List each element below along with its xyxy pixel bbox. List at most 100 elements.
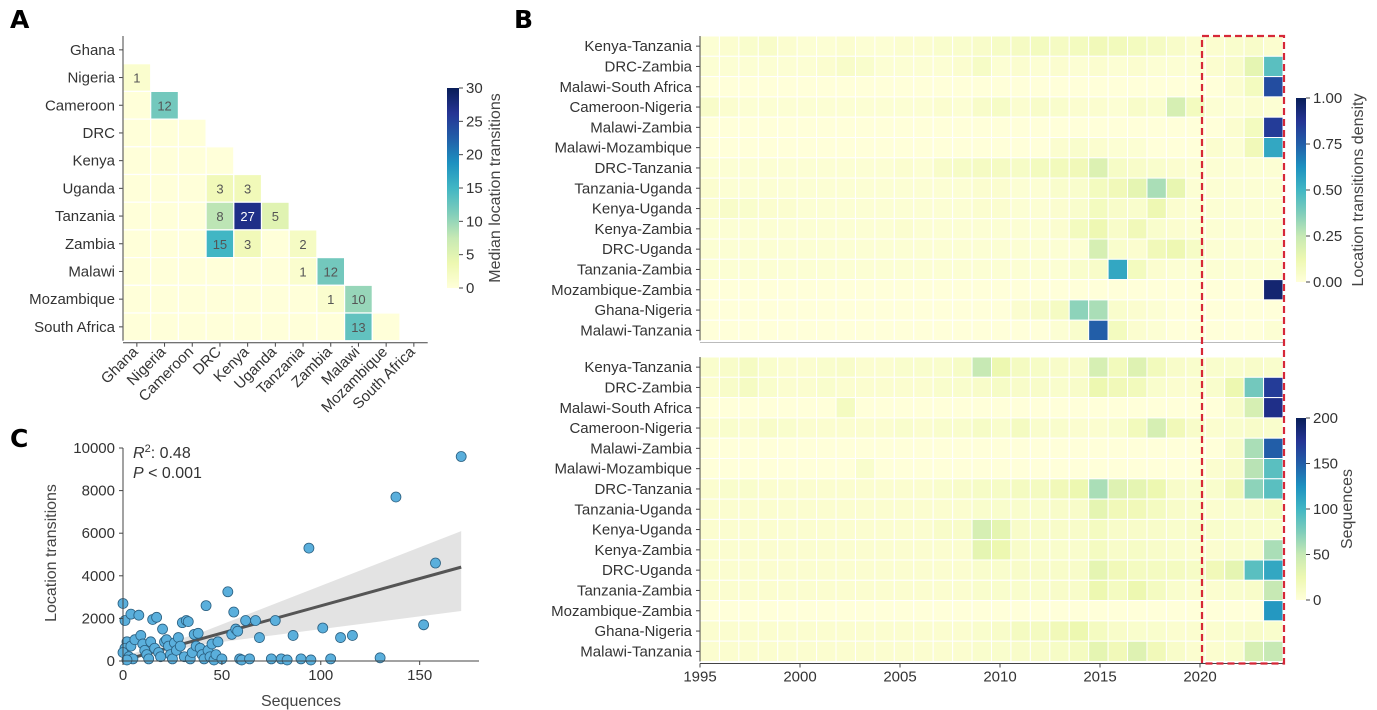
sequence-cell: [1127, 417, 1148, 439]
sequence-cell: [1049, 620, 1070, 642]
sequence-cell: [854, 620, 876, 642]
sequence-cell: [738, 376, 759, 399]
sequence-cell: [991, 458, 1012, 480]
density-cell: [1010, 299, 1031, 321]
sequence-cell: [1165, 356, 1187, 378]
density-cell: [1243, 279, 1265, 301]
density-cell: [718, 258, 740, 281]
sequence-cell: [893, 356, 915, 378]
density-cell: [816, 157, 837, 179]
sequence-cell: [1010, 518, 1031, 541]
sequence-cell: [738, 579, 759, 602]
heatmap-cell: [205, 146, 235, 176]
density-cell: [1068, 197, 1090, 220]
row-label: Kenya-Uganda: [592, 522, 693, 539]
sequence-cell: [854, 559, 876, 581]
density-cell: [854, 218, 876, 240]
sequence-cell: [1146, 559, 1167, 581]
heatmap-cell: [233, 201, 263, 231]
density-cell: [757, 218, 779, 240]
sequence-cell: [1049, 579, 1070, 602]
density-cell: [1243, 238, 1265, 260]
density-cell: [1049, 116, 1070, 138]
sequence-cell: [1263, 640, 1284, 663]
density-cell: [1010, 157, 1031, 179]
sequence-cell: [738, 498, 759, 520]
sequence-cell: [1088, 478, 1109, 500]
density-cell: [835, 197, 856, 220]
scatter-point: [390, 491, 402, 503]
row-label: Kenya-Uganda: [592, 201, 693, 218]
sequence-cell: [1088, 539, 1109, 561]
heatmap-cell: [177, 201, 207, 231]
sequence-cell: [913, 539, 934, 561]
sequence-cell: [1010, 600, 1031, 622]
density-cell: [971, 319, 992, 342]
colorbar-tick-label: 0.75: [1313, 136, 1342, 153]
sequence-cell: [1068, 640, 1090, 663]
row-label: Tanzania-Uganda: [574, 180, 692, 197]
density-cell: [1049, 299, 1070, 321]
density-cell: [1068, 116, 1090, 138]
density-cell: [1204, 76, 1226, 98]
density-cell: [1146, 299, 1167, 321]
density-cell: [796, 137, 818, 159]
density-cell: [738, 299, 759, 321]
x-tick-label: 0: [119, 667, 127, 684]
sequence-cell: [1204, 397, 1226, 419]
density-cell: [757, 299, 779, 321]
density-cell: [835, 76, 856, 98]
cell-value: 12: [157, 98, 171, 113]
density-cell: [1010, 177, 1031, 199]
density-cell: [932, 177, 954, 199]
sequence-cell: [1127, 478, 1148, 500]
density-cell: [757, 319, 779, 342]
density-cell: [835, 218, 856, 240]
density-cell: [1088, 116, 1109, 138]
density-cell: [757, 279, 779, 301]
sequence-cell: [1127, 559, 1148, 581]
sequence-cell: [835, 417, 856, 439]
heatmap-cell: [177, 229, 207, 259]
sequence-cell: [757, 417, 779, 439]
density-cell: [777, 258, 798, 281]
density-cell: [1165, 35, 1187, 57]
density-cell: [1049, 197, 1070, 220]
density-cell: [1088, 299, 1109, 321]
sequence-cell: [1224, 498, 1245, 520]
sequence-cell: [1263, 579, 1284, 602]
density-cell: [1029, 319, 1051, 342]
density-cell: [1243, 319, 1265, 342]
y-axis-title: Location transitions: [43, 484, 60, 622]
heatmap-cell: [233, 284, 263, 314]
density-cell: [1204, 299, 1226, 321]
sequence-cell: [874, 539, 895, 561]
sequence-cell: [874, 498, 895, 520]
sequence-cell: [718, 437, 740, 460]
sequence-cell: [718, 356, 740, 378]
density-cell: [913, 96, 934, 118]
sequence-cell: [835, 478, 856, 500]
sequence-cell: [1224, 356, 1245, 378]
scatter-point: [347, 630, 358, 641]
density-cell: [1088, 137, 1109, 159]
density-cell: [757, 177, 779, 199]
sequence-cell: [1243, 600, 1265, 622]
density-cell: [874, 35, 895, 57]
sequence-cell: [874, 437, 895, 460]
sequence-cell: [816, 498, 837, 520]
r2-value: : 0.48: [151, 445, 191, 462]
sequence-cell: [1224, 518, 1245, 541]
density-cell: [1049, 137, 1070, 159]
density-cell: [952, 197, 973, 220]
heatmap-cell: [122, 284, 152, 314]
sequence-cell: [991, 518, 1012, 541]
heatmap-cell: [122, 312, 152, 342]
density-cell: [1224, 96, 1245, 118]
density-cell: [777, 157, 798, 179]
sequence-cell: [952, 579, 973, 602]
row-label: Ghana-Nigeria: [594, 623, 692, 640]
heatmap-cell: [122, 146, 152, 176]
density-cell: [971, 258, 992, 281]
heatmap-cell: [150, 201, 179, 231]
